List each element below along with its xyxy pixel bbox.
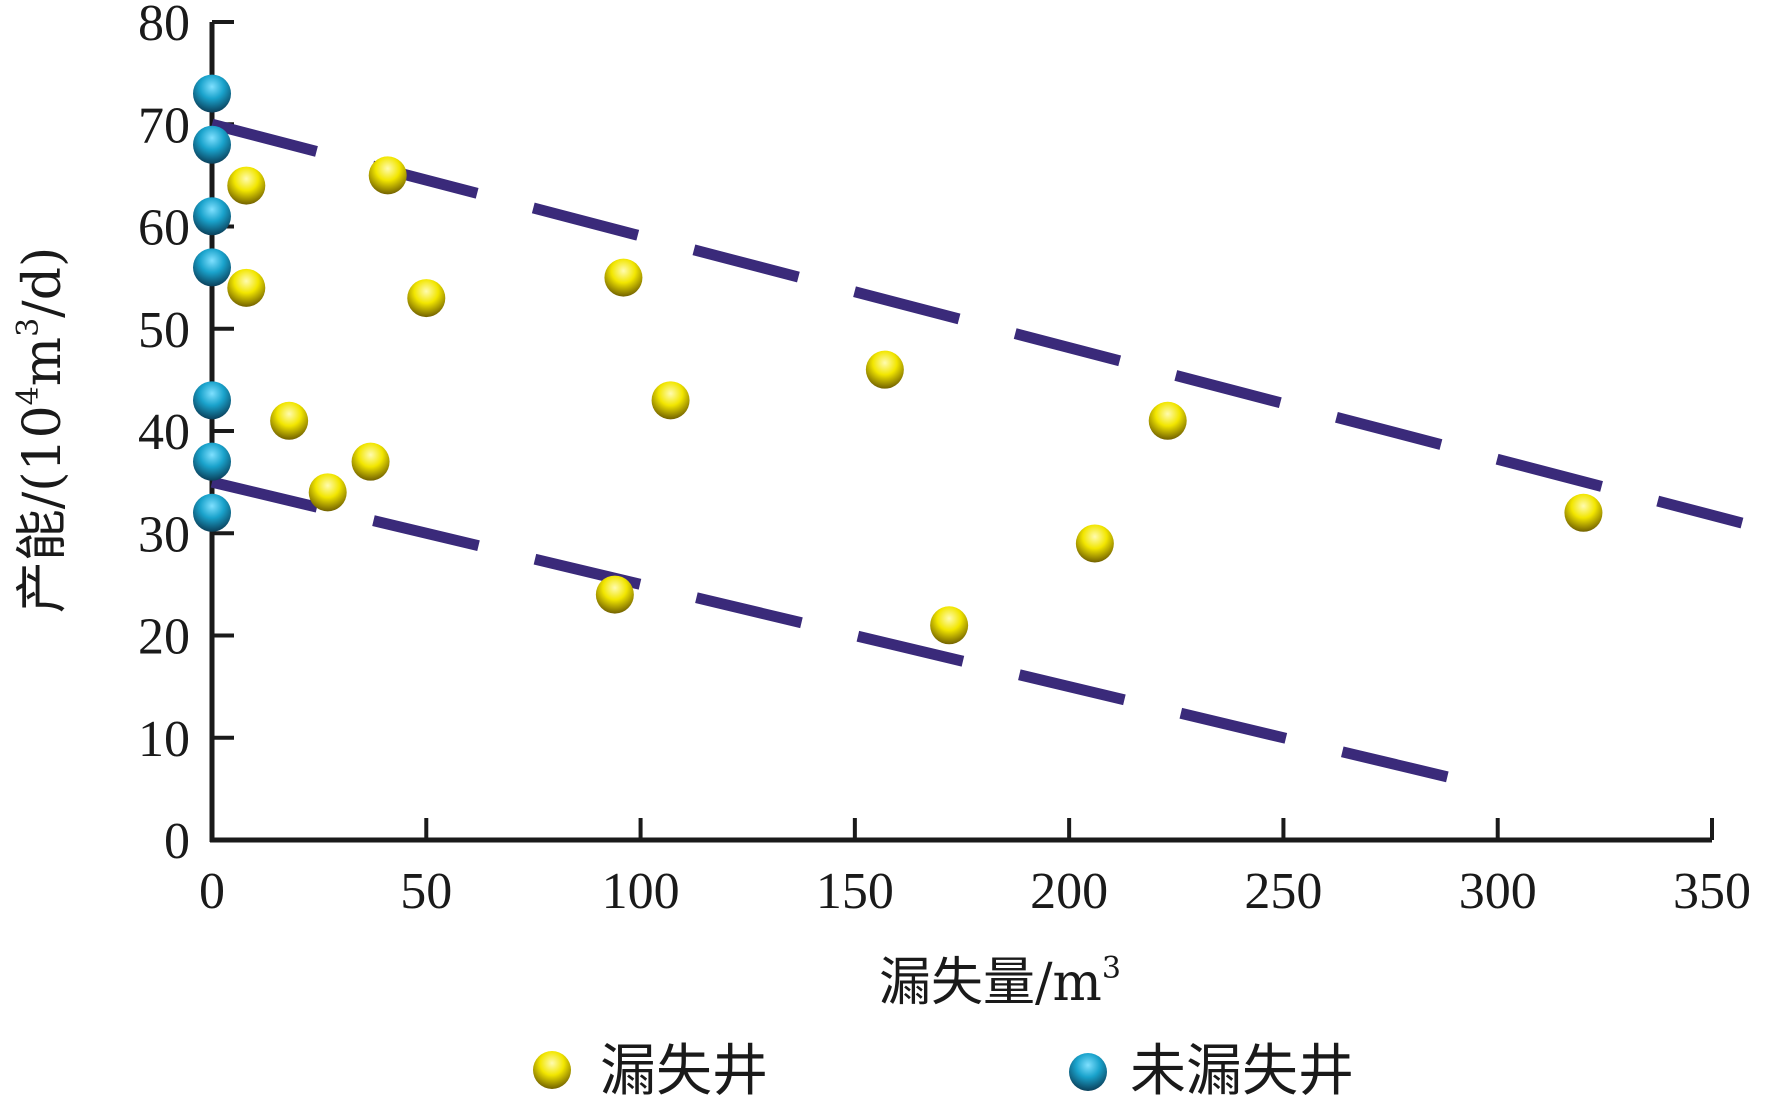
y-tick-label: 0 [164,813,190,870]
leak-well-point [865,350,904,389]
leak-well-point [351,442,390,481]
x-axis-title: 漏失量/m3 [879,951,1121,1013]
trend-line [210,476,1499,795]
non-leak-well-point [193,381,231,420]
leak-well-point [651,381,690,420]
leak-well-point [604,258,643,297]
x-tick-label: 250 [1244,863,1322,920]
y-tick-label: 60 [138,200,190,257]
y-tick-label: 30 [138,506,190,563]
y-tick-label: 50 [138,302,190,359]
leak-well-point [407,279,446,318]
leak-well-point [270,401,309,440]
axes: 0 10 20 30 40 50 60 70 80 0 50 100 150 200 250 300 350 [138,0,1751,920]
y-ticks: 0 10 20 30 40 50 60 70 80 [138,0,234,870]
x-ticks: 0 50 100 150 200 250 300 350 [199,818,1751,920]
non-leak-well-point [193,125,231,164]
leak-well-point [930,606,969,645]
leak-well-point [368,156,407,195]
legend-item-leak-well: 漏失井 [533,1039,768,1104]
legend-item-non-leak-well: 未漏失井 [1069,1039,1354,1104]
leak-well-point [227,268,266,307]
y-tick-label: 10 [138,711,190,768]
leak-well-point [1564,493,1603,532]
leak-well-point [227,166,266,205]
legend-marker-non-leak-well [1069,1053,1107,1091]
data-points [193,74,1603,645]
trend-line [210,118,1744,529]
y-tick-label: 40 [138,404,190,461]
legend-label-non-leak-well: 未漏失井 [1130,1039,1354,1104]
x-tick-label: 100 [602,863,680,920]
non-leak-well-point [193,442,231,481]
x-tick-label: 50 [400,863,452,920]
y-axis-title: 产能/(104m3/d) [11,247,73,614]
x-tick-label: 150 [816,863,894,920]
x-tick-label: 350 [1673,863,1751,920]
non-leak-well-point [193,493,231,532]
non-leak-well-point [193,248,231,287]
x-tick-label: 0 [199,863,225,920]
non-leak-well-point [193,197,231,236]
y-tick-label: 80 [138,0,190,52]
legend-marker-leak-well [533,1051,571,1089]
trend-lines [210,118,1744,795]
leak-well-point [1075,524,1114,563]
legend-label-leak-well: 漏失井 [600,1039,768,1104]
leak-well-point [1148,401,1187,440]
leak-well-point [308,473,347,512]
leak-well-point [595,575,634,614]
y-tick-label: 20 [138,609,190,666]
x-tick-label: 300 [1459,863,1537,920]
legend: 漏失井 未漏失井 [533,1039,1354,1104]
x-tick-label: 200 [1030,863,1108,920]
y-tick-label: 70 [138,97,190,154]
non-leak-well-point [193,74,231,113]
